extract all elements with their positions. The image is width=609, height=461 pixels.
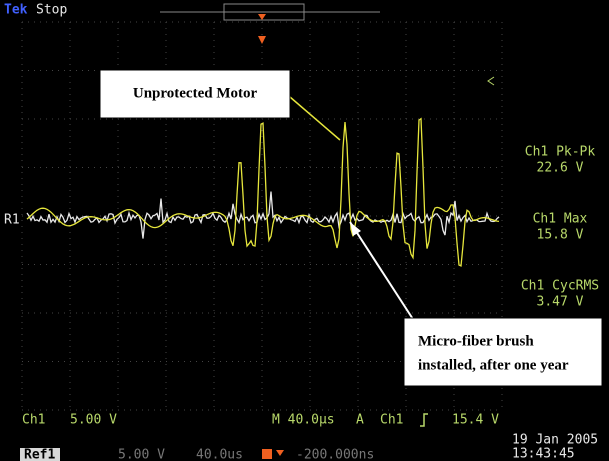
acquisition-status: Stop <box>36 3 67 18</box>
trigger-level: 15.4 V <box>452 413 499 428</box>
trigger-source: Ch1 <box>380 413 403 428</box>
brand: Tek <box>4 3 28 18</box>
ref-trigger-icon <box>262 449 272 459</box>
timebase: M 40.0µs <box>272 413 335 428</box>
callout-text: Micro-fiber brush <box>418 333 534 349</box>
time: 13:43:45 <box>512 447 575 461</box>
callout-box <box>404 318 602 386</box>
background <box>0 0 609 461</box>
ref-offset: -200.000ns <box>296 448 374 461</box>
trigger-mode: A <box>356 413 364 428</box>
measurement-value: 15.8 V <box>537 228 584 243</box>
measurement-label: Ch1 Pk-Pk <box>525 145 596 160</box>
callout-text: Unprotected Motor <box>133 85 258 101</box>
channel-label: Ch1 <box>22 413 45 428</box>
ref-time: 40.0us <box>196 448 243 461</box>
date: 19 Jan 2005 <box>512 433 598 448</box>
measurement-value: 3.47 V <box>537 295 584 310</box>
oscilloscope-screen: Tek Stop R1 Unprotected Motor Micro-fibe… <box>0 0 609 461</box>
ref-scale: 5.00 V <box>118 448 165 461</box>
channel-scale: 5.00 V <box>70 413 117 428</box>
measurement-value: 22.6 V <box>537 161 584 176</box>
ref-label: Ref1 <box>24 448 55 461</box>
callout-text: installed, after one year <box>418 357 569 373</box>
measurement-label: Ch1 CycRMS <box>521 279 599 294</box>
measurement-label: Ch1 Max <box>533 212 588 227</box>
reference-marker: R1 <box>4 213 20 228</box>
